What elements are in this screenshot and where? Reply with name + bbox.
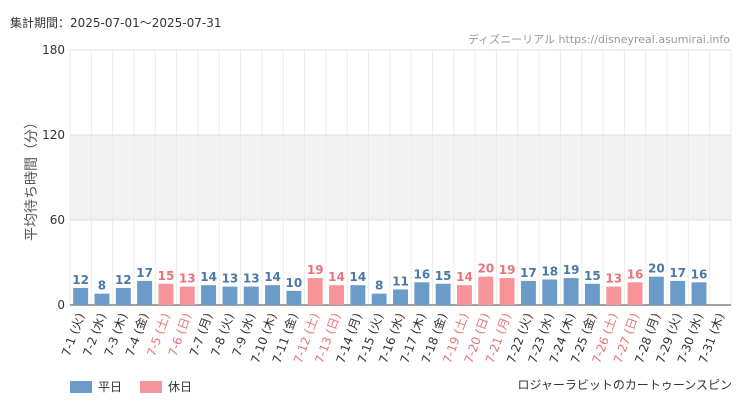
bar-layer: 12 8 12 17 15 13 14 13 13 14 10 19 14 14 8 11 16 15 14 20 19… (72, 262, 707, 305)
data-label: 13 (179, 272, 196, 286)
bar (137, 280, 153, 305)
data-label: 19 (499, 263, 516, 277)
data-label: 20 (477, 262, 494, 276)
data-label: 15 (158, 269, 175, 283)
data-label: 12 (72, 273, 89, 287)
bar (307, 278, 323, 305)
data-label: 18 (541, 265, 558, 279)
bar (222, 286, 238, 305)
data-label: 14 (264, 270, 281, 284)
data-label: 13 (605, 272, 622, 286)
bar (201, 285, 217, 305)
chart-title: ロジャーラビットのカートゥーンスピン (517, 378, 732, 392)
bar (265, 285, 281, 305)
bar (350, 285, 366, 305)
bar (457, 285, 472, 305)
data-label: 15 (435, 269, 452, 283)
data-label: 20 (648, 262, 665, 276)
period-label: 集計期間：2025-07-01～2025-07-31 (10, 16, 222, 30)
bar (648, 276, 664, 305)
data-label: 19 (307, 263, 324, 277)
bar (584, 283, 600, 305)
bar (115, 288, 131, 305)
data-label: 13 (222, 272, 239, 286)
bar (73, 288, 89, 305)
grid-band (70, 135, 731, 220)
bar (393, 289, 408, 305)
site-credit: ディズニーリアル https://disneyreal.asumirai.inf… (467, 33, 730, 46)
data-label: 16 (627, 267, 644, 281)
data-label: 17 (669, 266, 686, 280)
data-label: 15 (584, 269, 601, 283)
data-label: 17 (520, 266, 537, 280)
y-axis-label: 平均待ち時間（分） (24, 115, 40, 241)
bar (563, 278, 579, 305)
data-label: 12 (115, 273, 132, 287)
legend-item-weekday: 平日 (70, 378, 122, 395)
data-label: 14 (350, 270, 367, 284)
y-tick-label: 0 (57, 298, 65, 312)
bar (414, 282, 430, 305)
data-label: 8 (98, 279, 106, 293)
data-label: 17 (136, 266, 153, 280)
legend-label-weekday: 平日 (98, 380, 123, 394)
data-label: 14 (200, 270, 217, 284)
y-tick-label: 60 (50, 213, 65, 227)
bar (499, 278, 515, 305)
bar (435, 283, 451, 305)
legend-item-holiday: 休日 (140, 378, 192, 395)
bar (627, 282, 643, 305)
bar (329, 285, 344, 305)
data-label: 14 (328, 270, 345, 284)
bar (606, 286, 622, 305)
legend-swatch-holiday (140, 380, 163, 393)
bar (670, 280, 686, 305)
bar (286, 290, 302, 305)
data-label: 19 (563, 263, 580, 277)
legend-swatch-weekday (70, 380, 92, 393)
bar (371, 293, 387, 305)
y-tick-label: 180 (42, 43, 65, 57)
data-label: 10 (286, 276, 303, 290)
bar (243, 286, 259, 305)
legend: 平日 休日 (70, 378, 192, 395)
data-label: 13 (243, 272, 260, 286)
data-label: 16 (413, 267, 430, 281)
bar (158, 283, 174, 305)
data-label: 14 (456, 270, 473, 284)
bar (542, 279, 558, 305)
y-tick-label: 120 (42, 128, 65, 142)
bar (478, 276, 494, 305)
legend-label-holiday: 休日 (168, 380, 193, 394)
bar (94, 293, 110, 305)
bar (691, 282, 707, 305)
bar (520, 280, 536, 305)
data-label: 11 (392, 274, 409, 288)
data-label: 8 (375, 279, 383, 293)
bar (179, 286, 195, 305)
data-label: 16 (691, 267, 708, 281)
